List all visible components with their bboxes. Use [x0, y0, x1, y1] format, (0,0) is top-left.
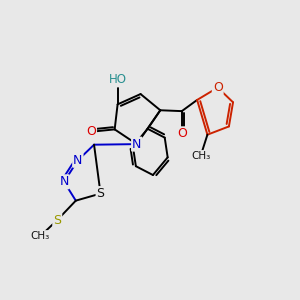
Text: O: O — [213, 81, 223, 94]
Text: O: O — [86, 125, 96, 138]
Text: HO: HO — [109, 74, 127, 86]
Text: N: N — [73, 154, 83, 167]
Text: O: O — [177, 127, 187, 140]
Text: N: N — [132, 138, 141, 151]
Text: N: N — [59, 175, 69, 188]
Text: S: S — [97, 187, 104, 200]
Text: CH₃: CH₃ — [31, 231, 50, 241]
Text: CH₃: CH₃ — [191, 151, 210, 161]
Text: S: S — [53, 214, 61, 226]
